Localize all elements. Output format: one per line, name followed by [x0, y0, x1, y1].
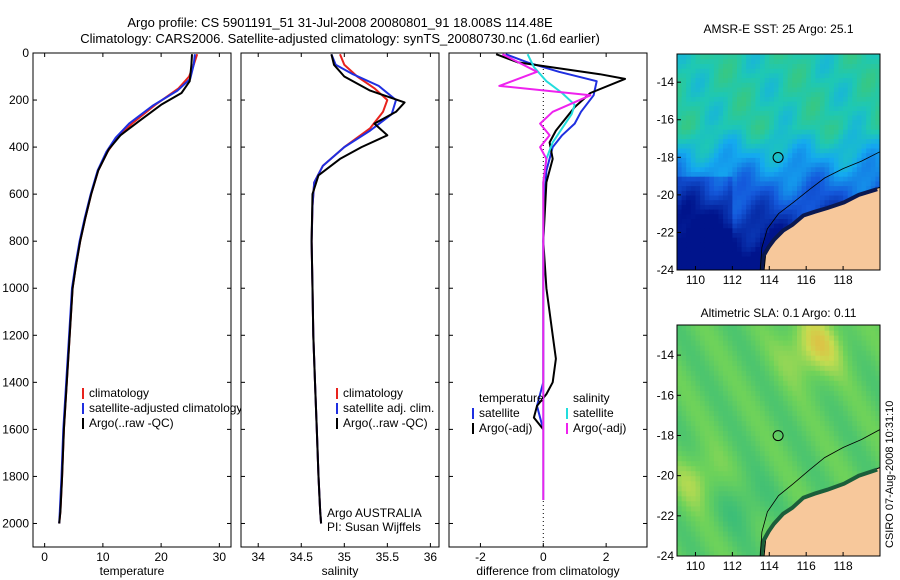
x-tick-label: -2: [475, 550, 486, 564]
series-group: [310, 53, 406, 524]
x-tick-label: 0: [540, 550, 547, 564]
sst-map: AMSR-E SST: 25 Argo: 25.1 110 112 114 116 118…: [657, 22, 881, 287]
coastal-band: [759, 187, 878, 270]
y-tick-label: 1800: [2, 469, 29, 483]
map-title: AMSR-E SST: 25 Argo: 25.1: [703, 22, 853, 36]
x-axis-label: difference from climatology: [476, 564, 619, 578]
map-field: [677, 325, 880, 556]
sla-map: Altimetric SLA: 0.1 Argo: 0.11 110 112 114 1…: [657, 306, 881, 573]
y-tick-label: 0: [22, 46, 29, 60]
legend-label: satellite: [479, 406, 520, 420]
legend-label: satellite-adjusted climatology: [89, 401, 242, 415]
x-tick-label: 34: [252, 550, 266, 564]
y-tick-label: 1600: [2, 422, 29, 436]
legend-label: Argo(-adj): [573, 421, 626, 435]
x-tick-label: 110: [686, 273, 705, 287]
argo-location-marker: [772, 152, 784, 163]
series-group: [495, 53, 626, 500]
y-tick-label: -14: [657, 75, 675, 89]
series-line-3: [498, 53, 592, 500]
map-field: [677, 54, 880, 270]
series-group: [58, 53, 199, 524]
y-tick-label: -14: [657, 348, 675, 362]
x-tick-label: 118: [834, 559, 853, 573]
plot-frame: [240, 52, 440, 548]
legend-label: Argo(..raw -QC): [89, 416, 174, 430]
x-tick-label: 36: [424, 550, 438, 564]
x-axis-label: temperature: [100, 564, 165, 578]
annotation-line2: PI: Susan Wijffels: [327, 520, 421, 534]
y-tick-label: -16: [657, 113, 675, 127]
y-tick-label: 600: [9, 187, 29, 201]
map-title: Altimetric SLA: 0.1 Argo: 0.11: [701, 306, 857, 320]
isobath-contour: [759, 429, 880, 556]
argo-location-marker: [772, 430, 784, 442]
y-tick-label: 400: [9, 140, 29, 154]
legend-label: Argo(-adj): [479, 421, 532, 435]
legend-label: satellite: [573, 406, 614, 420]
x-tick-label: 0: [41, 550, 48, 564]
y-tick-label: 1400: [2, 375, 29, 389]
x-tick-label: 30: [213, 550, 227, 564]
x-tick-label: 10: [96, 550, 110, 564]
x-tick-label: 116: [797, 273, 816, 287]
x-tick-label: 118: [834, 273, 853, 287]
y-tick-label: -22: [657, 509, 675, 523]
y-tick-label: -24: [657, 263, 675, 277]
x-tick-label: 20: [154, 550, 168, 564]
y-tick-label: 800: [9, 234, 29, 248]
x-tick-label: 112: [723, 273, 742, 287]
legend-label: Argo(..raw -QC): [343, 416, 428, 430]
legend-label: satellite adj. clim.: [343, 401, 434, 415]
x-tick-label: 116: [797, 559, 816, 573]
series-line-2: [310, 53, 406, 524]
figure-title-line1: Argo profile: CS 5901191_51 31-Jul-2008 …: [127, 15, 553, 30]
legend-label: climatology: [343, 386, 403, 400]
legend-label: climatology: [89, 386, 149, 400]
x-tick-label: 35: [338, 550, 352, 564]
y-tick-label: -24: [657, 549, 675, 563]
y-tick-label: -18: [657, 428, 675, 442]
series-line-2: [58, 54, 193, 524]
y-tick-label: -18: [657, 150, 675, 164]
x-tick-label: 112: [723, 559, 742, 573]
legend-header: temperature: [479, 391, 544, 405]
y-tick-label: -20: [657, 188, 675, 202]
x-tick-label: 35.5: [376, 550, 400, 564]
series-line-1: [495, 53, 626, 431]
x-tick-label: 114: [760, 273, 779, 287]
y-tick-label: 1000: [2, 281, 29, 295]
x-axis-label: salinity: [322, 564, 359, 578]
figure-title-line2: Climatology: CARS2006. Satellite-adjuste…: [80, 31, 600, 46]
legend-header: salinity: [573, 391, 610, 405]
coastal-band: [759, 467, 878, 556]
annotation-line1: Argo AUSTRALIA: [327, 506, 422, 520]
isobath-contour: [759, 151, 880, 270]
map-frame: [676, 53, 881, 271]
side-stamp: CSIRO 07-Aug-2008 10:31:10: [884, 401, 896, 548]
y-tick-label: -16: [657, 388, 675, 402]
x-tick-label: 2: [603, 550, 610, 564]
y-tick-label: -20: [657, 469, 675, 483]
temperature-profile: 0 10 20 30 0 200 400 600 800 1000 1200 1400 1600 1800…: [2, 46, 242, 578]
plot-frame: [32, 52, 232, 548]
y-tick-label: 1200: [2, 328, 29, 342]
y-tick-label: -22: [657, 225, 675, 239]
x-tick-label: 34.5: [290, 550, 314, 564]
y-tick-label: 200: [9, 93, 29, 107]
map-frame: [676, 324, 881, 557]
salinity-profile: 34 34.5 35 35.5 36 salinity climatologysatelli…: [240, 52, 440, 578]
y-tick-label: 2000: [2, 516, 29, 530]
x-tick-label: 110: [686, 559, 705, 573]
x-tick-label: 114: [760, 559, 779, 573]
